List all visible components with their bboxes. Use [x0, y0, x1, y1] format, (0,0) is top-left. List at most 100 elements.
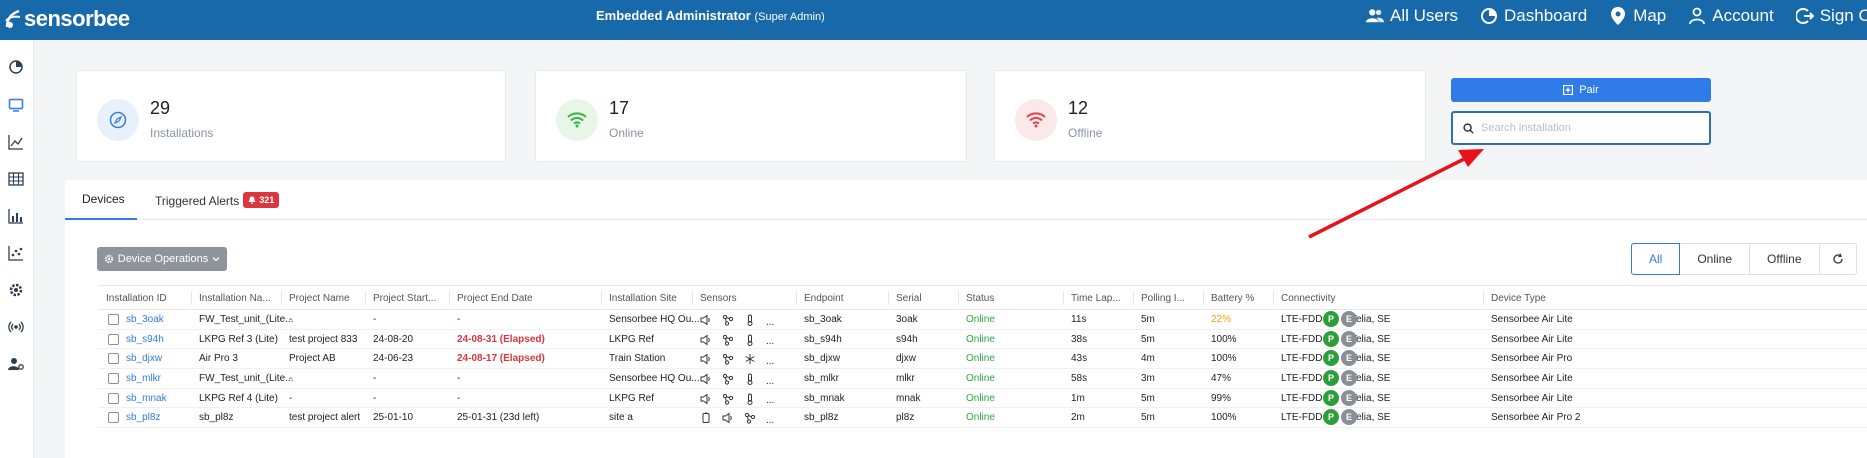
table-body: sb_3oak FW_Test_unit_(Lite... - - - Sensorbee…: [98, 310, 1867, 429]
nav-map[interactable]: Map: [1609, 6, 1666, 26]
table-row[interactable]: sb_mlkr FW_Test_unit_(Lite... - - - Sensorbee…: [98, 369, 1867, 389]
column-header[interactable]: Time Lap...: [1071, 293, 1121, 304]
tab-triggered-alerts[interactable]: Triggered Alerts 321: [155, 192, 280, 208]
installation-id-link[interactable]: sb_mlkr: [126, 373, 162, 385]
column-header[interactable]: Project Name: [289, 293, 350, 304]
device-operations-button[interactable]: Device Operations: [97, 247, 227, 271]
search-box: [1451, 111, 1711, 145]
time-lapse-cell: 38s: [1071, 333, 1088, 345]
column-header[interactable]: Connectivity: [1281, 293, 1336, 304]
user-settings-icon[interactable]: [8, 356, 24, 372]
line-chart-icon[interactable]: [8, 134, 24, 150]
table-row[interactable]: sb_3oak FW_Test_unit_(Lite... - - - Sensorbee…: [98, 310, 1867, 330]
more-sensors[interactable]: ...: [766, 355, 775, 367]
pie-chart-icon[interactable]: [8, 59, 24, 75]
filter-offline[interactable]: Offline: [1750, 244, 1820, 274]
wifi-offline-icon: [1015, 99, 1057, 141]
installation-id-link[interactable]: sb_pl8z: [126, 412, 161, 424]
refresh-button[interactable]: [1820, 244, 1856, 274]
column-header[interactable]: Project End Date: [457, 293, 533, 304]
column-divider[interactable]: [692, 291, 693, 305]
installation-id-link[interactable]: sb_djxw: [126, 353, 163, 365]
table-row[interactable]: sb_s94h LKPG Ref 3 (Lite) test project 833…: [98, 330, 1867, 350]
scatter-chart-icon[interactable]: [8, 245, 24, 261]
column-header[interactable]: Installation Site: [609, 293, 677, 304]
gear-icon[interactable]: [8, 282, 24, 298]
molecule-sensor-icon: [744, 411, 756, 429]
installation-id-link[interactable]: sb_mnak: [126, 392, 167, 404]
logo-text: sensorbee: [24, 6, 130, 31]
row-checkbox[interactable]: [108, 333, 119, 345]
pair-button[interactable]: Pair: [1451, 78, 1711, 102]
broadcast-icon[interactable]: [8, 319, 24, 335]
column-divider[interactable]: [191, 291, 192, 305]
device-type-cell: Sensorbee Air Lite: [1491, 333, 1573, 345]
column-header[interactable]: Status: [966, 293, 995, 304]
table-icon[interactable]: [8, 171, 24, 187]
installation-id-link[interactable]: sb_s94h: [126, 333, 164, 345]
column-header[interactable]: Endpoint: [804, 293, 844, 304]
monitor-icon[interactable]: [8, 97, 24, 113]
filter-online[interactable]: Online: [1680, 244, 1751, 274]
secondary-connection-badge: E: [1341, 409, 1357, 426]
column-divider[interactable]: [449, 291, 450, 305]
nav-dashboard[interactable]: Dashboard: [1480, 6, 1587, 26]
column-divider[interactable]: [1273, 291, 1274, 305]
column-divider[interactable]: [365, 291, 366, 305]
column-divider[interactable]: [796, 291, 797, 305]
column-header[interactable]: Sensors: [700, 293, 737, 304]
nav-sign-out[interactable]: Sign O: [1795, 6, 1867, 26]
nav-account[interactable]: Account: [1688, 6, 1774, 26]
column-divider[interactable]: [1063, 291, 1064, 305]
user-icon: [1689, 7, 1706, 25]
serial-cell: s94h: [896, 333, 918, 345]
table-row[interactable]: sb_djxw Air Pro 3 Project AB 24-06-23 24-08-…: [98, 349, 1867, 370]
column-divider[interactable]: [1133, 291, 1134, 305]
speaker-sensor-icon: [700, 392, 712, 410]
network-type-cell: LTE-FDD: [1281, 412, 1323, 424]
installation-id-link[interactable]: sb_3oak: [126, 314, 164, 325]
search-input[interactable]: [1481, 119, 1703, 137]
column-header[interactable]: Serial: [896, 293, 922, 304]
column-header[interactable]: Project Start...: [373, 293, 437, 304]
device-type-cell: Sensorbee Air Pro: [1491, 353, 1573, 365]
plus-square-icon: [1563, 85, 1574, 95]
column-header[interactable]: Polling I...: [1141, 293, 1185, 304]
table-row[interactable]: sb_mnak LKPG Ref 4 (Lite) - - - LKPG Ref sb_mn…: [98, 389, 1867, 409]
more-sensors[interactable]: ...: [766, 316, 775, 328]
column-header[interactable]: Installation Na...: [199, 293, 271, 304]
column-divider[interactable]: [888, 291, 889, 305]
nav-all-users[interactable]: All Users: [1366, 6, 1458, 26]
logo-icon: [5, 9, 21, 28]
column-divider[interactable]: [958, 291, 959, 305]
column-divider[interactable]: [1203, 291, 1204, 305]
column-header[interactable]: Battery %: [1211, 293, 1255, 304]
column-divider[interactable]: [1483, 291, 1484, 305]
more-sensors[interactable]: ...: [766, 395, 775, 407]
installation-site-cell: LKPG Ref: [609, 333, 655, 345]
project-name-cell: -: [289, 392, 293, 404]
column-divider[interactable]: [601, 291, 602, 305]
filter-all[interactable]: All: [1631, 243, 1681, 275]
thermo-sensor-icon: [744, 313, 756, 331]
logo[interactable]: sensorbee: [4, 6, 130, 32]
row-checkbox[interactable]: [108, 373, 119, 385]
more-sensors[interactable]: ...: [766, 414, 775, 426]
row-checkbox[interactable]: [108, 412, 119, 424]
tab-devices[interactable]: Devices: [82, 192, 125, 206]
more-sensors[interactable]: ...: [766, 336, 775, 348]
more-sensors[interactable]: ...: [766, 375, 775, 387]
row-checkbox[interactable]: [108, 353, 119, 365]
row-checkbox[interactable]: [108, 314, 119, 325]
column-header[interactable]: Device Type: [1491, 293, 1546, 304]
column-divider[interactable]: [281, 291, 282, 305]
user-role: (Super Admin): [754, 11, 825, 23]
column-header[interactable]: Installation ID: [106, 293, 167, 304]
battery-cell: 100%: [1211, 353, 1237, 365]
table-row[interactable]: sb_pl8z sb_pl8z test project alert 25-01-10…: [98, 408, 1867, 429]
row-checkbox[interactable]: [108, 392, 119, 404]
network-type-cell: LTE-FDD: [1281, 353, 1323, 365]
primary-connection-badge: P: [1323, 330, 1339, 347]
devices-panel: Devices Triggered Alerts 321 Device Opera…: [65, 180, 1867, 458]
bar-chart-icon[interactable]: [8, 208, 24, 224]
